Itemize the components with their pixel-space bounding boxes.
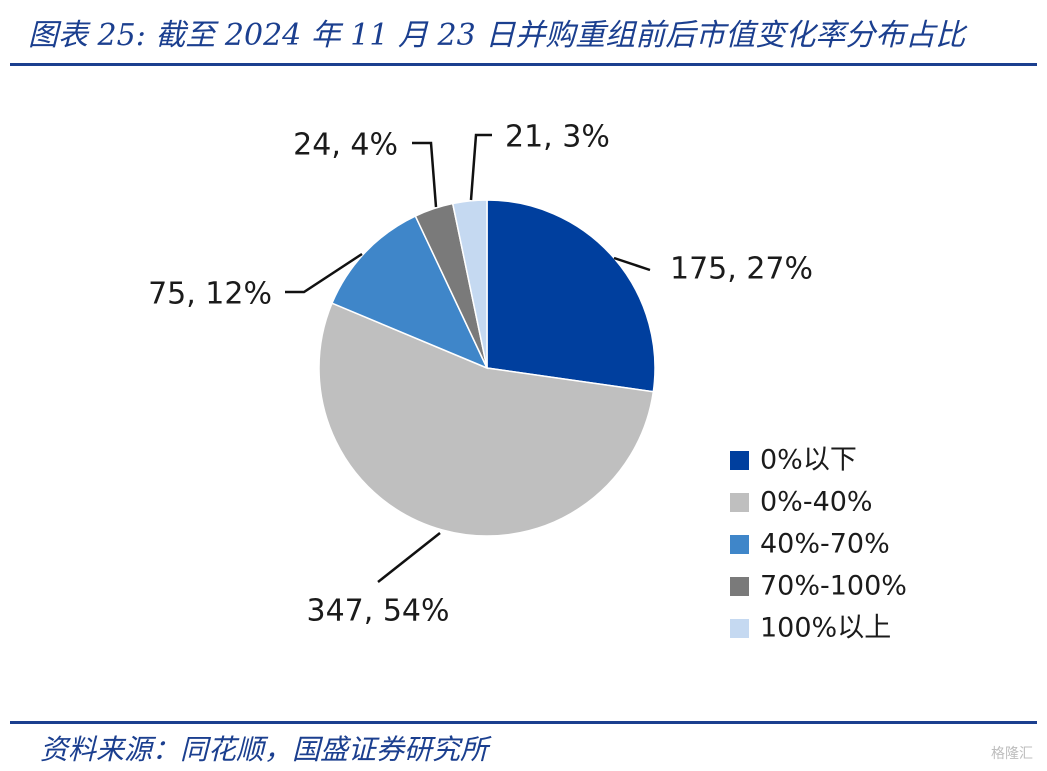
pie-slice-40pct-70pct bbox=[331, 215, 489, 370]
pie-slices bbox=[318, 199, 656, 537]
legend-label-100pctabove: 100%以上 bbox=[760, 613, 891, 644]
legend-swatch-70pct-100pct bbox=[730, 577, 749, 596]
leader-line-70pct-100pct bbox=[412, 141, 438, 208]
chart-title: 图表 25: 截至 2024 年 11 月 23 日并购重组前后市值变化率分布占… bbox=[28, 18, 966, 53]
legend: 0%以下 0%-40% 40%-70% 70%-100% 100%以上 bbox=[730, 445, 907, 644]
legend-label-70pct-100pct: 70%-100% bbox=[760, 571, 907, 602]
data-labels: 175, 27% 347, 54% 75, 12% 24, 4% 21, 3% bbox=[148, 120, 813, 629]
legend-label-0pct-40pct: 0%-40% bbox=[760, 487, 873, 518]
legend-swatch-0pctbelow bbox=[730, 451, 749, 470]
legend-label-40pct-70pct: 40%-70% bbox=[760, 529, 890, 560]
data-label-70pct-100pct: 24, 4% bbox=[293, 128, 398, 163]
source-divider bbox=[10, 721, 1037, 724]
leader-line-0pct-40pct bbox=[377, 532, 441, 583]
legend-label-0pctbelow: 0%以下 bbox=[760, 445, 857, 476]
data-label-0pctbelow: 175, 27% bbox=[670, 252, 813, 287]
source-note: 资料来源：同花顺，国盛证券研究所 bbox=[40, 733, 489, 766]
legend-swatch-100pctabove bbox=[730, 619, 749, 638]
data-label-0pct-40pct: 347, 54% bbox=[306, 594, 449, 629]
watermark: 格隆汇 bbox=[991, 746, 1033, 762]
data-label-100pctabove: 21, 3% bbox=[505, 120, 610, 155]
legend-swatch-40pct-70pct bbox=[730, 535, 749, 554]
leader-line-0pctbelow bbox=[613, 256, 651, 272]
leader-line-40pct-70pct bbox=[285, 252, 363, 294]
legend-swatch-0pct-40pct bbox=[730, 493, 749, 512]
data-label-40pct-70pct: 75, 12% bbox=[148, 277, 272, 312]
pie-slice-0pctbelow bbox=[486, 199, 656, 393]
pie-slice-100pctabove bbox=[451, 199, 488, 369]
title-divider bbox=[10, 63, 1037, 66]
leader-line-100pctabove bbox=[469, 133, 492, 201]
leader-lines bbox=[285, 133, 651, 583]
pie-slice-0pct-40pct bbox=[318, 302, 655, 537]
